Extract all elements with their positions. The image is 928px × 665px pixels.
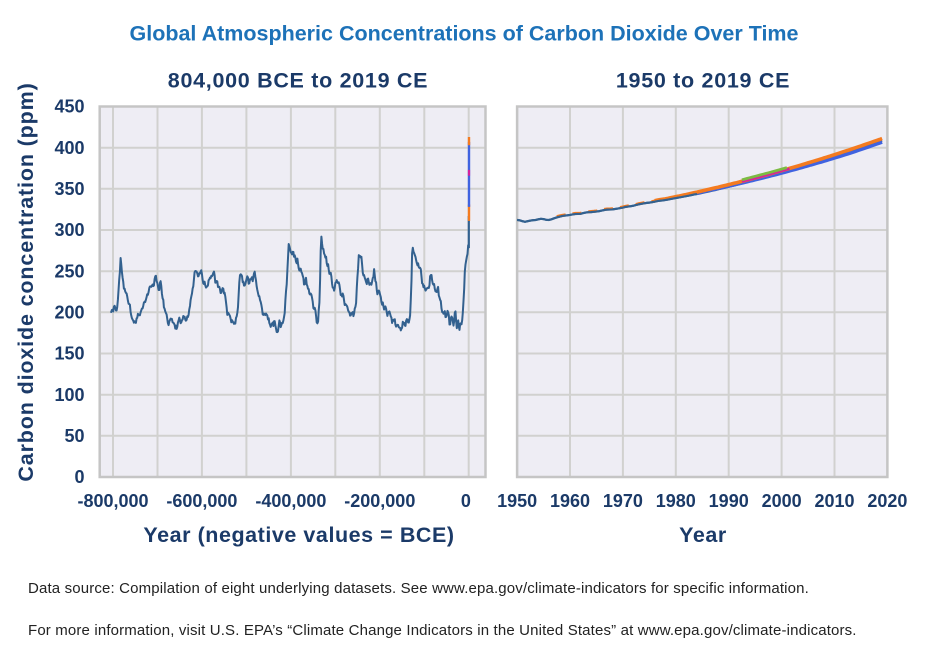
svg-text:Year (negative values = BCE): Year (negative values = BCE)	[143, 523, 454, 547]
svg-text:250: 250	[54, 261, 84, 281]
svg-text:1970: 1970	[603, 491, 643, 511]
svg-text:150: 150	[54, 344, 84, 364]
svg-text:100: 100	[54, 385, 84, 405]
svg-text:For more information, visit U.: For more information, visit U.S. EPA’s “…	[28, 622, 857, 639]
svg-text:Carbon dioxide concentration (: Carbon dioxide concentration (ppm)	[14, 82, 38, 481]
svg-text:0: 0	[74, 467, 84, 487]
svg-text:-200,000: -200,000	[344, 491, 415, 511]
svg-text:Global Atmospheric Concentrati: Global Atmospheric Concentrations of Car…	[130, 22, 799, 46]
svg-text:2000: 2000	[762, 491, 802, 511]
svg-text:Data source: Compilation of ei: Data source: Compilation of eight underl…	[28, 580, 809, 597]
svg-text:350: 350	[54, 179, 84, 199]
svg-text:0: 0	[461, 491, 471, 511]
svg-text:400: 400	[54, 138, 84, 158]
svg-text:2010: 2010	[814, 491, 854, 511]
svg-text:1990: 1990	[709, 491, 749, 511]
svg-text:1950 to 2019 CE: 1950 to 2019 CE	[616, 69, 790, 93]
svg-text:-600,000: -600,000	[166, 491, 237, 511]
svg-text:300: 300	[54, 220, 84, 240]
svg-text:-800,000: -800,000	[77, 491, 148, 511]
svg-text:2020: 2020	[867, 491, 907, 511]
svg-text:1960: 1960	[550, 491, 590, 511]
svg-text:804,000 BCE to 2019 CE: 804,000 BCE to 2019 CE	[168, 69, 428, 93]
svg-text:-400,000: -400,000	[255, 491, 326, 511]
svg-text:450: 450	[54, 97, 84, 117]
svg-text:200: 200	[54, 303, 84, 323]
svg-text:1950: 1950	[497, 491, 537, 511]
svg-text:Year: Year	[679, 523, 727, 547]
svg-text:50: 50	[64, 426, 84, 446]
svg-text:1980: 1980	[656, 491, 696, 511]
